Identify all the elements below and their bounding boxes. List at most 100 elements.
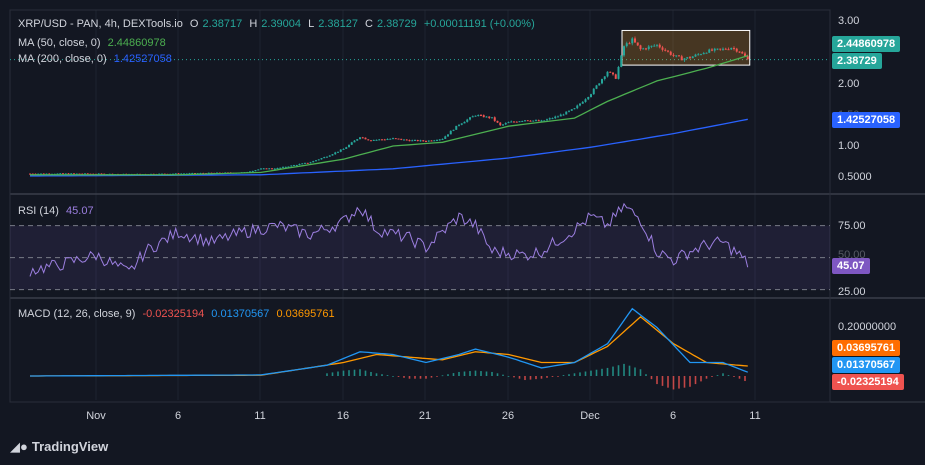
candle-body-191 xyxy=(554,116,557,119)
candle-body-136 xyxy=(403,139,405,141)
candle-body-125 xyxy=(372,139,375,141)
candle-body-12 xyxy=(62,173,64,175)
hist-bar-8 xyxy=(370,371,372,376)
candle-body-21 xyxy=(86,173,89,175)
close-badge: 2.38729 xyxy=(832,53,882,69)
candle-body-113 xyxy=(339,149,342,152)
hist-bar-12 xyxy=(392,376,394,377)
candle-body-215 xyxy=(620,55,623,67)
hist-bar-67 xyxy=(694,376,697,385)
candle-body-5 xyxy=(42,173,45,175)
candle-body-231 xyxy=(664,49,667,51)
candle-body-192 xyxy=(557,116,559,118)
candle-body-188 xyxy=(546,119,548,121)
hist-bar-23 xyxy=(452,373,455,376)
candle-body-217 xyxy=(625,43,628,47)
candle-body-26 xyxy=(100,173,103,175)
hist-bar-13 xyxy=(397,376,400,377)
candle-body-83 xyxy=(257,169,260,171)
candle-body-167 xyxy=(488,116,491,119)
candle-body-168 xyxy=(491,117,493,119)
candle-body-196 xyxy=(568,110,570,112)
hist-bar-1 xyxy=(331,372,334,376)
high-value: 2.39004 xyxy=(261,18,302,30)
hist-bar-25 xyxy=(463,371,466,376)
candle-body-142 xyxy=(419,140,422,142)
candle-body-53 xyxy=(174,173,177,175)
candle-body-59 xyxy=(191,173,194,175)
candle-body-144 xyxy=(425,141,427,143)
candle-body-248 xyxy=(711,49,713,51)
hist-bar-44 xyxy=(568,374,570,376)
candle-body-114 xyxy=(342,148,345,150)
ma50-line xyxy=(30,54,748,176)
candle-body-115 xyxy=(345,147,348,149)
candle-body-257 xyxy=(735,48,738,52)
candle-body-6 xyxy=(45,173,48,175)
chart-grid xyxy=(95,10,756,400)
candle-body-172 xyxy=(502,124,504,126)
candle-body-110 xyxy=(331,154,334,156)
candle-body-201 xyxy=(581,101,584,104)
candle-body-95 xyxy=(290,165,293,167)
candle-body-258 xyxy=(738,51,741,53)
candle-body-227 xyxy=(653,45,656,47)
rsi-label: RSI (14) xyxy=(18,205,59,217)
x-tick-dec: Dec xyxy=(580,410,600,422)
candle-body-254 xyxy=(727,49,730,51)
macd-signal-value: 0.03695761 xyxy=(276,308,335,320)
candle-body-82 xyxy=(254,170,257,172)
hist-bar-40 xyxy=(546,376,548,378)
candle-body-55 xyxy=(180,173,183,175)
candle-body-186 xyxy=(540,120,543,122)
candle-body-129 xyxy=(383,139,386,141)
candle-body-137 xyxy=(405,139,408,141)
candle-body-173 xyxy=(504,123,507,125)
candle-body-259 xyxy=(741,52,744,54)
tradingview-logo[interactable]: ◢● TradingView xyxy=(10,439,109,454)
candle-body-121 xyxy=(361,137,364,139)
candle-body-123 xyxy=(367,139,370,141)
candle-body-226 xyxy=(650,45,653,47)
candle-body-202 xyxy=(584,99,587,102)
candle-body-4 xyxy=(40,173,42,175)
symbol-label: XRP/USD - PAN, 4h, DEXTools.io xyxy=(18,18,183,30)
hist-bar-46 xyxy=(579,372,581,376)
candle-body-207 xyxy=(598,83,601,86)
consolidation-rectangle xyxy=(621,29,751,66)
hist-bar-16 xyxy=(414,376,416,379)
macd-line-badge: 0.01370567 xyxy=(832,357,901,373)
candle-body-220 xyxy=(634,38,636,43)
hist-bar-15 xyxy=(408,376,411,379)
x-tick-nov: Nov xyxy=(86,410,106,422)
hist-bar-52 xyxy=(612,366,614,376)
candle-body-241 xyxy=(691,56,694,59)
signal-badge: 0.03695761 xyxy=(832,340,901,356)
candle-body-126 xyxy=(375,139,378,141)
hist-bar-66 xyxy=(689,376,691,387)
hist-bar-59 xyxy=(650,376,653,380)
hist-bar-56 xyxy=(634,367,636,376)
x-tick-26: 26 xyxy=(501,410,515,422)
candle-body-124 xyxy=(370,140,372,142)
candle-body-211 xyxy=(609,71,612,73)
candle-body-205 xyxy=(592,88,595,95)
hist-bar-72 xyxy=(722,373,724,376)
price-tick-3: 3.00 xyxy=(838,15,860,27)
hist-bar-9 xyxy=(375,373,378,376)
panel-dividers xyxy=(9,9,925,403)
hist-bar-60 xyxy=(656,376,658,385)
candle-body-111 xyxy=(334,152,337,155)
candle-body-229 xyxy=(658,44,661,48)
candle-body-209 xyxy=(603,76,606,80)
candle-body-128 xyxy=(381,139,383,141)
hist-bar-27 xyxy=(474,370,477,376)
hist-bar-48 xyxy=(590,370,592,376)
hist-bar-76 xyxy=(744,376,746,382)
candle-body-130 xyxy=(386,139,389,141)
candle-body-134 xyxy=(397,138,400,140)
rsi-band xyxy=(10,225,830,291)
candle-body-245 xyxy=(702,53,705,55)
candle-body-16 xyxy=(73,173,75,175)
